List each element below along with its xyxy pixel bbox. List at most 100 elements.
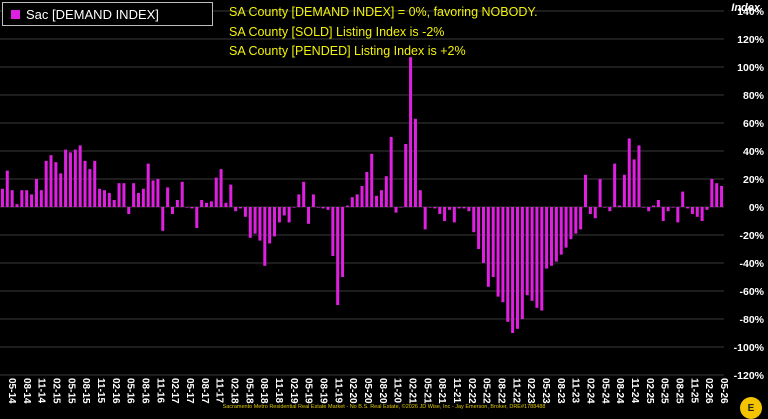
bar-mark — [593, 207, 597, 219]
x-tick-label: 05-22 — [481, 378, 492, 404]
bar-mark — [258, 207, 262, 241]
bar-mark — [642, 207, 646, 208]
bar-mark — [355, 194, 359, 207]
x-tick-label: 05-24 — [599, 378, 610, 404]
bar-mark — [30, 194, 34, 207]
bar-mark — [350, 197, 354, 207]
y-tick-label: -40% — [739, 258, 764, 270]
bar-mark — [511, 207, 515, 333]
bar-mark — [102, 190, 106, 207]
bar-mark — [564, 207, 568, 248]
bar-mark — [180, 181, 184, 207]
bar-mark — [608, 207, 612, 212]
x-tick-label: 11-14 — [36, 378, 47, 403]
bar-mark — [282, 207, 286, 216]
y-tick-label: 120% — [737, 34, 765, 46]
bar-mark — [618, 205, 622, 207]
bar-mark — [375, 195, 379, 207]
bar-mark — [93, 160, 97, 207]
bar-mark — [248, 207, 252, 238]
x-tick-label: 08-19 — [318, 378, 329, 404]
bar-mark — [409, 57, 413, 208]
bar-mark — [622, 174, 626, 207]
x-tick-label: 11-20 — [392, 378, 403, 403]
x-tick-label: 05-17 — [184, 378, 195, 404]
bar-mark — [705, 207, 709, 210]
bar-mark — [331, 207, 335, 256]
x-tick-label: 02-24 — [585, 378, 596, 404]
bar-mark — [720, 186, 724, 207]
bar-mark — [515, 207, 519, 329]
y-tick-label: 20% — [743, 174, 765, 186]
chart-legend: Sac [DEMAND INDEX] — [2, 2, 213, 26]
bar-mark — [166, 187, 170, 207]
bar-mark — [20, 190, 24, 207]
bar-mark — [219, 169, 223, 207]
bar-mark — [588, 207, 592, 214]
bar-mark — [632, 159, 636, 207]
bar-mark — [263, 207, 267, 266]
bar-mark — [0, 188, 4, 207]
bar-mark — [681, 191, 685, 207]
bar-mark — [151, 180, 155, 207]
y-tick-label: -80% — [739, 314, 764, 326]
bar-mark — [501, 207, 505, 303]
x-tick-label: 08-17 — [199, 378, 210, 404]
legend-swatch — [11, 9, 20, 19]
bar-mark — [88, 169, 92, 207]
bar-mark — [321, 207, 325, 209]
bar-mark — [389, 137, 393, 207]
bar-mark — [15, 204, 19, 207]
bar-mark — [287, 207, 291, 223]
bar-mark — [598, 179, 602, 207]
bar-mark — [214, 177, 218, 207]
bar-mark — [234, 207, 238, 212]
footer-credit: Sacramento Metro Residential Real Estate… — [222, 404, 546, 410]
y-tick-label: -20% — [739, 230, 764, 242]
bar-mark — [384, 176, 388, 207]
bar-mark — [452, 207, 456, 223]
x-tick-label: 11-24 — [629, 378, 640, 403]
x-tick-label: 02-21 — [407, 378, 418, 404]
x-tick-label: 11-25 — [688, 378, 699, 403]
x-tick-label: 02-26 — [703, 378, 714, 404]
bar-mark — [224, 202, 228, 207]
bar-mark — [78, 145, 82, 207]
x-tick-label: 11-15 — [95, 378, 106, 403]
y-tick-label: -60% — [739, 286, 764, 298]
x-tick-label: 08-24 — [614, 378, 625, 404]
bar-mark — [117, 183, 121, 207]
bar-mark — [584, 174, 588, 207]
x-tick-label: 05-26 — [718, 378, 729, 404]
x-tick-label: 08-15 — [80, 378, 91, 404]
y-axis-title: Index — [731, 2, 760, 14]
x-tick-label: 02-18 — [229, 378, 240, 404]
bar-mark — [336, 207, 340, 305]
y-tick-label: -100% — [734, 342, 765, 354]
bar-mark — [170, 207, 174, 214]
bar-mark — [297, 194, 301, 207]
bar-mark — [467, 207, 471, 212]
bar-mark — [550, 207, 554, 266]
x-tick-label: 02-20 — [347, 378, 358, 404]
bar-mark — [59, 173, 63, 207]
x-tick-label: 05-15 — [65, 378, 76, 404]
brand-logo-icon: E — [740, 397, 762, 419]
bar-mark — [661, 207, 665, 221]
y-axis-ticks: 140% 120% 100% 80% 60% 40% 20% 0% -20% -40% -60% -8… — [734, 6, 765, 382]
bar-series — [0, 57, 724, 333]
bar-mark — [370, 153, 374, 207]
bar-mark — [574, 207, 578, 234]
bar-mark — [399, 207, 403, 208]
x-tick-label: 08-16 — [140, 378, 151, 404]
bar-mark — [83, 160, 87, 207]
bar-mark — [243, 207, 247, 217]
x-tick-label: 08-23 — [555, 378, 566, 404]
x-tick-label: 11-18 — [273, 378, 284, 403]
bar-mark — [200, 200, 204, 207]
bar-mark — [64, 149, 68, 207]
y-tick-label: 40% — [743, 146, 765, 158]
bar-mark — [175, 200, 179, 207]
bar-mark — [277, 207, 281, 223]
bar-mark — [652, 205, 656, 207]
